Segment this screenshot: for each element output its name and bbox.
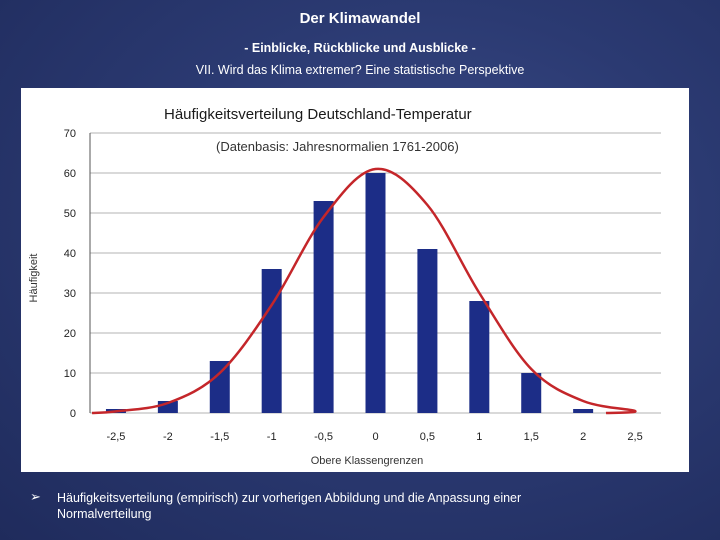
y-tick-label: 70 (64, 128, 76, 140)
slide-subheading: VII. Wird das Klima extremer? Eine stati… (195, 63, 525, 77)
y-axis-ticks: 0 10 20 30 40 50 60 70 (64, 128, 76, 420)
x-tick-label: 1,5 (524, 431, 539, 443)
y-tick-label: 50 (64, 208, 76, 220)
y-tick-label: 20 (64, 328, 76, 340)
bar-series (105, 173, 594, 413)
chart-panel: Häufigkeitsverteilung Deutschland-Temper… (21, 88, 689, 472)
y-tick-label: 0 (70, 408, 76, 420)
x-tick-label: 1 (476, 431, 482, 443)
x-tick-label: 0,5 (420, 431, 435, 443)
bar (469, 301, 490, 413)
bar (261, 269, 282, 413)
x-tick-label: 2,5 (627, 431, 642, 443)
x-tick-label: -1,5 (210, 431, 229, 443)
bar (365, 173, 386, 413)
bar (417, 249, 438, 413)
slide-title: Der Klimawandel (299, 10, 421, 27)
x-tick-label: 0 (372, 431, 378, 443)
histogram-chart: Häufigkeitsverteilung Deutschland-Temper… (28, 106, 661, 467)
y-tick-label: 40 (64, 248, 76, 260)
bar (313, 201, 334, 413)
caption-text: Häufigkeitsverteilung (empirisch) zur vo… (57, 491, 522, 521)
normal-curve (91, 167, 637, 415)
y-tick-label: 60 (64, 168, 76, 180)
y-tick-label: 30 (64, 288, 76, 300)
y-tick-label: 10 (64, 368, 76, 380)
x-axis-ticks: -2,5 -2 -1,5 -1 -0,5 0 0,5 1 1,5 2 2,5 (106, 431, 642, 443)
x-tick-label: -2 (163, 431, 173, 443)
x-tick-label: 2 (580, 431, 586, 443)
bar (209, 361, 230, 413)
chart-subtitle: (Datenbasis: Jahresnormalien 1761-2006) (216, 139, 459, 154)
bullet-arrow-icon: ➢ (30, 489, 41, 504)
x-tick-label: -1 (267, 431, 277, 443)
x-tick-label: -0,5 (314, 431, 333, 443)
x-axis-label: Obere Klassengrenzen (311, 455, 424, 467)
slide-subtitle: - Einblicke, Rückblicke und Ausblicke - (244, 41, 476, 55)
bar (521, 373, 542, 413)
x-tick-label: -2,5 (106, 431, 125, 443)
bar (573, 409, 594, 413)
normal-distribution-curve (91, 167, 637, 415)
chart-title: Häufigkeitsverteilung Deutschland-Temper… (164, 106, 472, 123)
y-axis-label: Häufigkeit (28, 254, 40, 303)
